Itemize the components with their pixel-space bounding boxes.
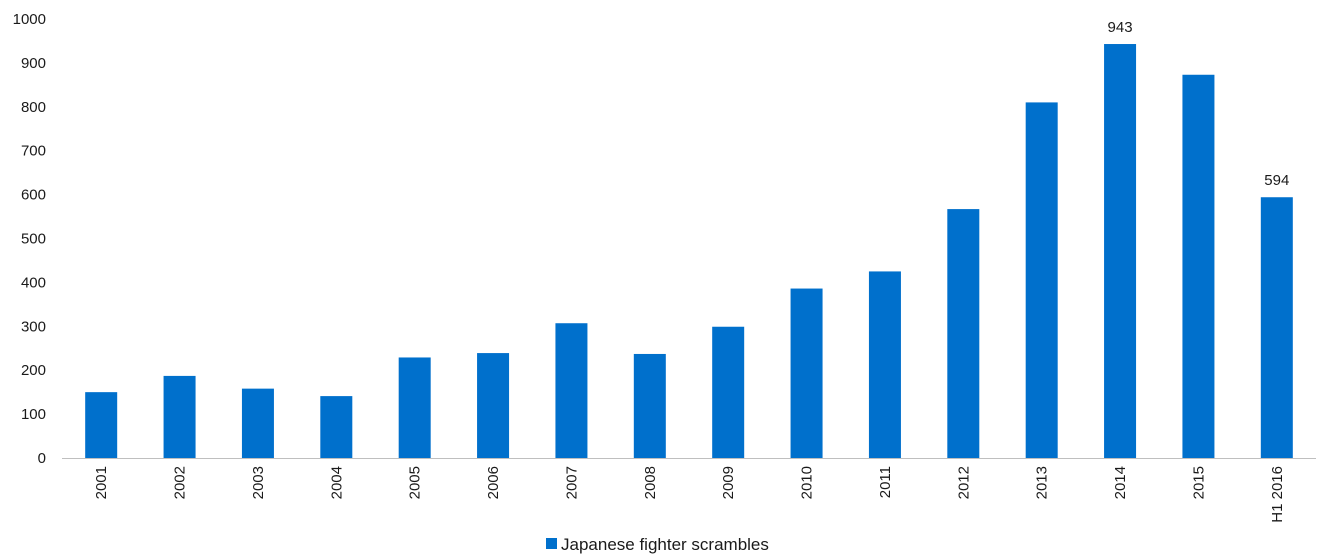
bars xyxy=(85,44,1293,459)
bar xyxy=(398,357,431,458)
x-tick-label: 2003 xyxy=(250,466,267,499)
legend: Japanese fighter scrambles xyxy=(546,535,769,554)
bar xyxy=(85,392,118,458)
x-tick-label: 2005 xyxy=(407,466,424,499)
y-tick-label: 600 xyxy=(21,187,46,204)
x-tick-label: 2012 xyxy=(955,466,972,499)
data-labels: 943 594 xyxy=(1108,19,1290,189)
bar xyxy=(868,271,901,458)
x-tick-label: 2010 xyxy=(799,466,816,499)
legend-swatch xyxy=(546,538,557,549)
x-axis-ticks: 2001 2002 2003 2004 2005 2006 2007 2008 2009 2010… xyxy=(93,466,1286,523)
legend-label: Japanese fighter scrambles xyxy=(561,535,769,554)
y-tick-label: 700 xyxy=(21,143,46,160)
bar xyxy=(712,326,745,458)
data-label: 594 xyxy=(1264,172,1289,189)
bar xyxy=(163,375,196,458)
x-tick-label: 2004 xyxy=(328,466,345,499)
bar xyxy=(320,396,353,458)
bar xyxy=(1260,197,1293,458)
x-tick-label: 2009 xyxy=(720,466,737,499)
x-tick-label: 2014 xyxy=(1112,466,1129,499)
x-tick-label: 2001 xyxy=(93,466,110,499)
y-tick-label: 400 xyxy=(21,274,46,291)
y-tick-label: 1000 xyxy=(13,11,46,28)
y-tick-label: 900 xyxy=(21,55,46,72)
y-tick-label: 300 xyxy=(21,318,46,335)
x-tick-label: 2007 xyxy=(563,466,580,499)
bar xyxy=(477,353,510,458)
bar xyxy=(241,388,274,458)
bar xyxy=(790,288,823,458)
x-tick-label: 2008 xyxy=(642,466,659,499)
data-label: 943 xyxy=(1108,19,1133,36)
bar xyxy=(555,323,588,458)
y-tick-label: 800 xyxy=(21,99,46,116)
x-tick-label: 2015 xyxy=(1190,466,1207,499)
x-tick-label: H1 2016 xyxy=(1269,466,1286,523)
y-tick-label: 200 xyxy=(21,362,46,379)
bar xyxy=(633,353,666,458)
x-tick-label: 2002 xyxy=(172,466,189,499)
bar xyxy=(1104,44,1137,458)
x-tick-label: 2006 xyxy=(485,466,502,499)
bar xyxy=(1182,74,1215,459)
x-tick-label: 2013 xyxy=(1034,466,1051,499)
bar xyxy=(947,209,980,458)
y-tick-label: 100 xyxy=(21,406,46,423)
y-axis-ticks: 0 100 200 300 400 500 600 700 800 900 1000 xyxy=(13,11,46,467)
y-tick-label: 0 xyxy=(38,450,46,467)
x-tick-label: 2011 xyxy=(877,466,894,498)
bar xyxy=(1025,102,1058,458)
y-tick-label: 500 xyxy=(21,231,46,248)
